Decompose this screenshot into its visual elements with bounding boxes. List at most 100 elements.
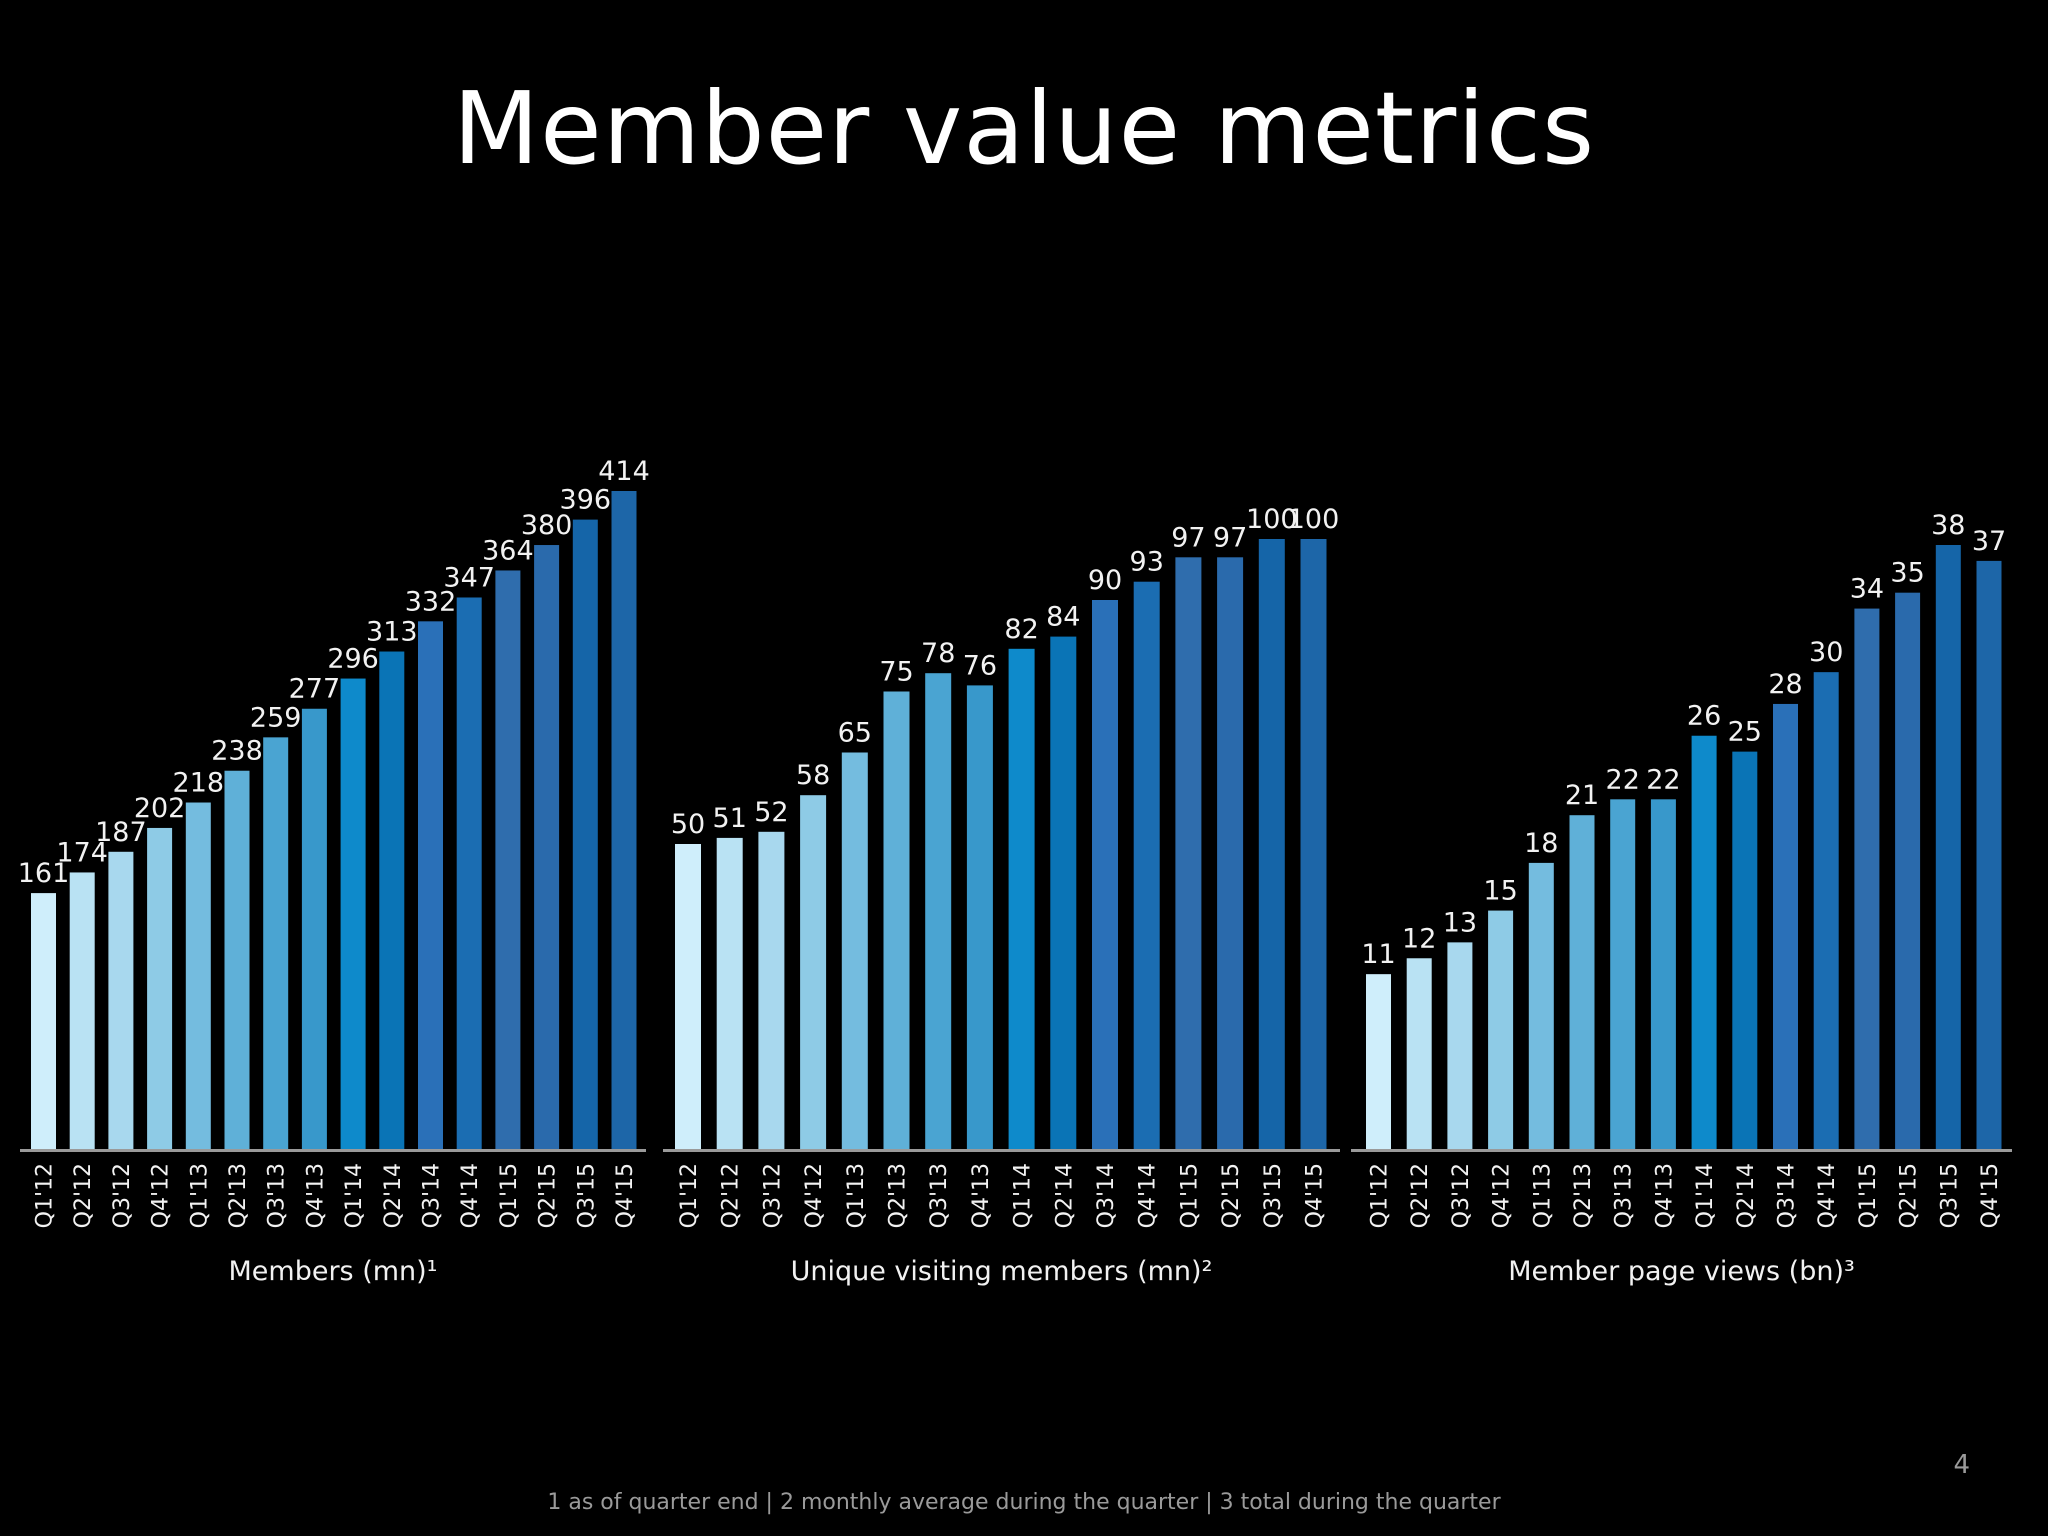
bar: [1610, 799, 1636, 1149]
bar: [108, 851, 134, 1149]
chart-1: 161 Q1'12 174 Q2'12 187 Q3'12 202 Q4'12 218 Q1'13…: [18, 456, 650, 1287]
x-tick-label: Q1'13: [187, 1163, 212, 1228]
data-label: 11: [1361, 939, 1395, 970]
data-label: 58: [796, 760, 830, 791]
bar: [456, 597, 482, 1149]
chart-label: Members (mn)¹: [228, 1256, 437, 1287]
data-label: 277: [289, 674, 341, 705]
x-tick-label: Q2'13: [1571, 1163, 1596, 1228]
data-label: 97: [1213, 522, 1247, 553]
bar: [1773, 703, 1798, 1149]
x-tick-label: Q3'15: [1261, 1163, 1286, 1228]
x-tick-label: Q3'15: [1937, 1163, 1962, 1228]
bar: [534, 545, 560, 1149]
chart-3: 11 Q1'12 12 Q2'12 13 Q3'12 15 Q4'12 18 Q1'13 21 Q2'…: [1351, 510, 2012, 1287]
x-tick-label: Q3'14: [1775, 1163, 1800, 1228]
data-label: 100: [1246, 504, 1298, 535]
bar: [966, 685, 993, 1149]
data-label: 161: [18, 858, 70, 889]
data-label: 82: [1004, 614, 1038, 645]
data-label: 347: [443, 562, 495, 593]
x-tick-label: Q2'12: [1408, 1163, 1433, 1228]
data-label: 13: [1443, 907, 1477, 938]
x-tick-label: Q2'12: [71, 1163, 96, 1228]
data-label: 50: [671, 809, 705, 840]
x-tick-label: Q1'15: [1856, 1163, 1881, 1228]
chart-2: 50 Q1'12 51 Q2'12 52 Q3'12 58 Q4'12 65 Q1'13 75 Q2'…: [663, 504, 1340, 1287]
x-tick-label: Q4'13: [1652, 1163, 1677, 1228]
x-tick-label: Q1'12: [1368, 1163, 1393, 1228]
x-tick-label: Q2'14: [1734, 1163, 1759, 1228]
x-tick-label: Q2'15: [536, 1163, 561, 1228]
bar: [1092, 600, 1118, 1149]
bar: [1050, 636, 1077, 1149]
data-label: 93: [1130, 547, 1164, 578]
bar: [1406, 958, 1432, 1149]
data-label: 26: [1687, 701, 1721, 732]
page-number: 4: [1953, 1450, 1970, 1480]
bar: [758, 831, 785, 1149]
data-label: 90: [1088, 565, 1122, 596]
x-tick-label: Q3'13: [927, 1163, 952, 1228]
bar: [1528, 862, 1554, 1149]
x-tick-label: Q3'14: [1094, 1163, 1119, 1228]
data-label: 97: [1171, 522, 1205, 553]
bar: [1366, 974, 1391, 1149]
x-tick-label: Q2'13: [886, 1163, 911, 1228]
x-tick-label: Q1'13: [1530, 1163, 1555, 1228]
data-label: 34: [1850, 574, 1884, 605]
data-label: 364: [482, 535, 534, 566]
data-label: 22: [1606, 764, 1640, 795]
data-label: 75: [879, 657, 913, 688]
x-tick-label: Q1'12: [677, 1163, 702, 1228]
x-tick-label: Q1'15: [497, 1163, 522, 1228]
x-tick-label: Q1'14: [1011, 1163, 1036, 1228]
bar: [301, 708, 327, 1149]
bar: [147, 827, 173, 1149]
x-tick-label: Q4'12: [1490, 1163, 1515, 1228]
bar: [31, 893, 56, 1149]
bar: [1175, 557, 1202, 1149]
bar: [800, 795, 827, 1149]
bar: [1650, 799, 1676, 1149]
chart-label: Unique visiting members (mn)²: [791, 1256, 1213, 1287]
x-tick-label: Q1'12: [33, 1163, 58, 1228]
data-label: 52: [754, 797, 788, 828]
bar: [1488, 910, 1514, 1149]
bar: [418, 621, 443, 1149]
bar: [185, 802, 211, 1149]
x-tick-label: Q2'15: [1897, 1163, 1922, 1228]
data-label: 396: [560, 485, 612, 516]
chart-label: Member page views (bn)³: [1508, 1256, 1855, 1287]
bar: [69, 872, 95, 1149]
bar: [1732, 751, 1758, 1149]
data-label: 37: [1972, 526, 2006, 557]
bar: [263, 737, 289, 1149]
x-tick-label: Q4'14: [1815, 1163, 1840, 1228]
x-tick-label: Q4'14: [1136, 1163, 1161, 1228]
data-label: 187: [95, 817, 147, 848]
data-label: 30: [1809, 637, 1843, 668]
x-tick-label: Q2'13: [226, 1163, 251, 1228]
data-label: 12: [1402, 923, 1436, 954]
bar: [1935, 545, 1961, 1149]
slide-title: Member value metrics: [452, 70, 1596, 187]
x-tick-label: Q4'15: [613, 1163, 638, 1228]
x-tick-label: Q4'12: [802, 1163, 827, 1228]
data-label: 380: [521, 510, 573, 541]
bar: [1447, 942, 1473, 1149]
bar: [1895, 592, 1921, 1149]
data-label: 84: [1046, 602, 1080, 633]
x-tick-label: Q3'15: [574, 1163, 599, 1228]
data-label: 218: [173, 768, 225, 799]
x-tick-label: Q4'12: [149, 1163, 174, 1228]
x-tick-label: Q4'15: [1303, 1163, 1328, 1228]
x-tick-label: Q3'12: [760, 1163, 785, 1228]
bar: [1691, 735, 1717, 1149]
x-tick-label: Q2'12: [719, 1163, 744, 1228]
bar: [716, 837, 743, 1149]
x-tick-label: Q2'14: [381, 1163, 406, 1228]
data-label: 174: [56, 837, 108, 868]
x-tick-label: Q3'12: [1449, 1163, 1474, 1228]
data-label: 332: [405, 586, 457, 617]
